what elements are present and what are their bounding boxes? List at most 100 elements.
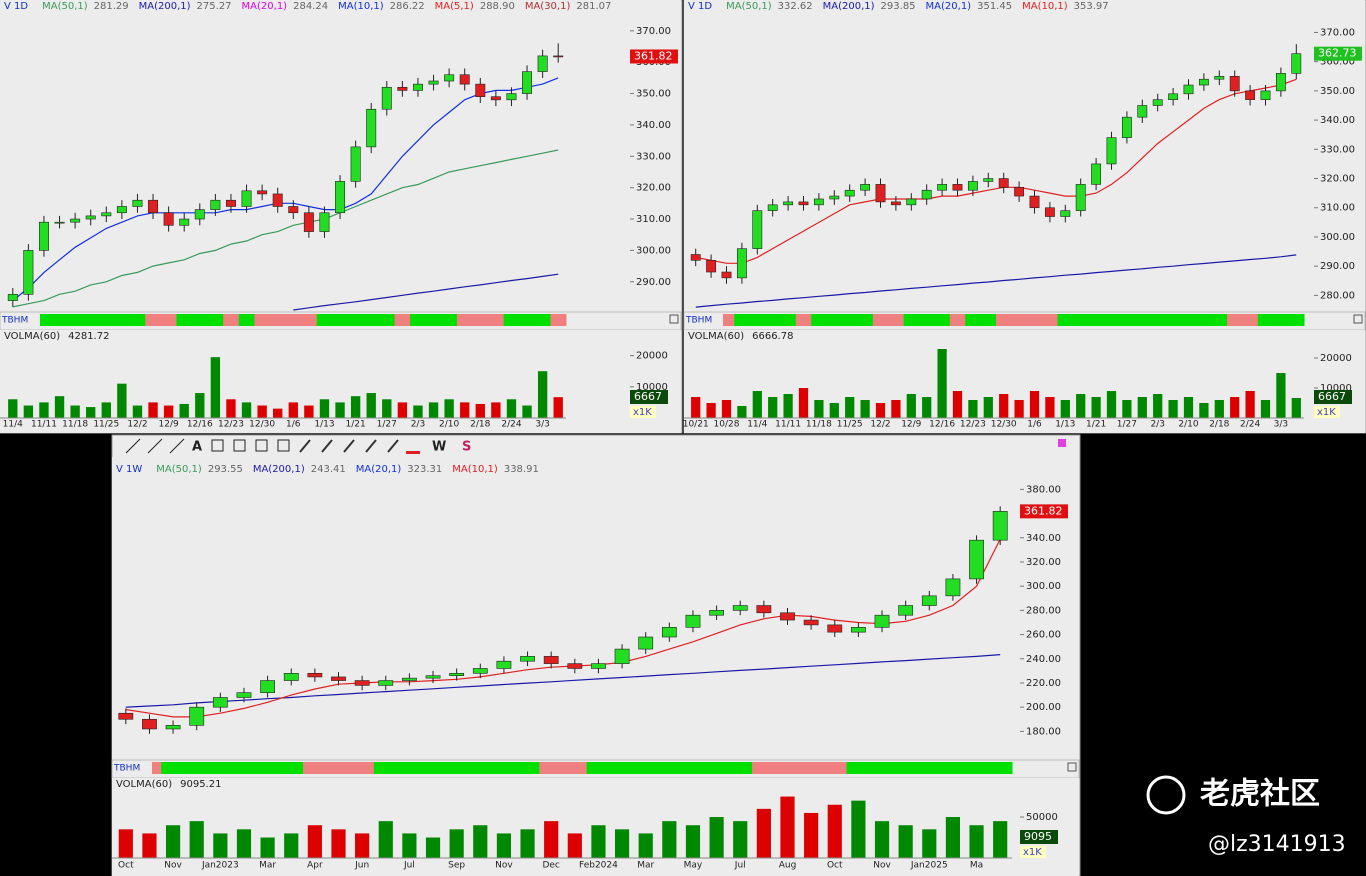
tool-icon[interactable] <box>233 439 246 452</box>
volume-bar <box>402 833 417 858</box>
legend-text: 293.55 <box>208 464 243 475</box>
indicator-cell <box>373 762 399 774</box>
tool-text[interactable]: A <box>192 440 202 455</box>
tool-icon[interactable] <box>299 439 311 453</box>
volume-bar <box>780 796 795 858</box>
tool-icon[interactable] <box>321 439 333 453</box>
indicator-cell <box>681 762 706 774</box>
price-box-label: 361.82 <box>1024 504 1063 517</box>
indicator-cell <box>1257 314 1274 326</box>
candle-body <box>522 71 533 94</box>
volume-bar <box>1060 400 1070 418</box>
tool-text[interactable]: S <box>462 440 471 455</box>
x-tick-label: 12/2 <box>127 420 147 430</box>
candle-body <box>685 614 701 628</box>
volume-bar <box>922 829 937 858</box>
volume-bar <box>1153 394 1163 418</box>
tool-icon[interactable] <box>343 439 355 453</box>
y-tick-label: 290.00 <box>636 277 671 288</box>
candle-body <box>319 212 330 232</box>
candle-body <box>1229 75 1240 92</box>
x-tick-label: 2/24 <box>501 420 521 430</box>
volume-legend-value: 6666.78 <box>752 331 793 342</box>
indicator-cell <box>425 314 442 326</box>
indicator-cell <box>1011 314 1028 326</box>
indicator-cell <box>752 762 777 774</box>
volume-legend: VOLMA(60) <box>116 779 172 790</box>
tool-text[interactable]: W <box>432 440 446 455</box>
candle-body <box>1168 93 1179 100</box>
volume-bar <box>721 400 732 418</box>
candle-body <box>967 181 978 191</box>
tool-icon[interactable] <box>387 439 399 453</box>
indicator-cell <box>917 762 942 774</box>
candle-body <box>54 221 65 224</box>
indicator-cell <box>1119 314 1136 326</box>
tool-icon[interactable] <box>125 438 141 454</box>
volume-bar <box>768 397 778 418</box>
candle-body <box>756 605 772 614</box>
indicator-cell <box>1211 314 1228 326</box>
indicator-cell <box>223 314 240 326</box>
price-box <box>1314 46 1362 61</box>
price-box <box>1020 504 1068 519</box>
toolbar-marker <box>1058 439 1066 447</box>
candle-body <box>591 663 606 669</box>
x-tick-label: Jan2025 <box>910 861 948 871</box>
volume-bar <box>413 405 423 418</box>
tool-icon[interactable] <box>211 439 224 452</box>
candle-body <box>875 184 886 203</box>
legend-text: 284.24 <box>293 1 328 12</box>
indicator-cell <box>822 762 848 774</box>
tool-icon[interactable] <box>169 438 185 454</box>
tool-color[interactable] <box>406 451 420 454</box>
y-tick-label: 320.00 <box>636 183 671 194</box>
indicator-cell <box>1026 314 1043 326</box>
indicator-cell <box>232 762 257 774</box>
x-tick-label: 1/13 <box>314 420 334 430</box>
tool-icon[interactable] <box>365 439 377 453</box>
volume-tick-label: 10000 <box>1320 383 1352 394</box>
volume-bar <box>1276 373 1286 418</box>
candle-body <box>945 578 961 597</box>
volume-bar <box>969 825 984 858</box>
candle-body <box>38 221 49 251</box>
watermark-user: @lz3141913 <box>1208 832 1346 857</box>
tool-icon[interactable] <box>255 439 268 452</box>
volume-unit: x1K <box>1023 847 1042 858</box>
indicator-cell <box>279 762 304 774</box>
candle-body <box>829 195 840 200</box>
volume-bar <box>709 817 724 858</box>
tool-icon[interactable] <box>277 439 290 452</box>
indicator-cell <box>1288 314 1305 326</box>
indicator-cell <box>846 762 871 774</box>
volume-bar <box>851 800 866 858</box>
candle-body <box>1183 84 1194 95</box>
x-tick-label: 11/18 <box>62 420 88 430</box>
indicator-cell <box>192 314 209 326</box>
volume-bar <box>804 812 819 858</box>
candle-body <box>189 706 205 726</box>
tool-icon[interactable] <box>147 438 163 454</box>
volume-bar <box>1106 391 1117 418</box>
indicator-cell <box>347 314 364 326</box>
x-tick-label: 2/10 <box>439 420 459 430</box>
y-tick-label: 300.00 <box>1026 581 1061 592</box>
unit-box <box>1020 846 1046 858</box>
candle-body <box>614 648 630 664</box>
candle-body <box>496 660 512 669</box>
indicator-cell <box>780 314 797 326</box>
x-tick-label: 10/21 <box>683 420 709 430</box>
price-box <box>630 49 678 64</box>
x-tick-label: 11/11 <box>31 420 57 430</box>
volume-bar <box>737 406 747 418</box>
candle-body <box>969 539 984 580</box>
x-tick-label: 1/21 <box>346 420 366 430</box>
indicator-cell <box>775 762 800 774</box>
candle-body <box>998 178 1009 188</box>
volume-bar <box>132 405 143 418</box>
volume-bar <box>875 403 886 418</box>
x-tick-label: Ma <box>970 861 983 871</box>
candle-body <box>543 656 559 664</box>
candle-body <box>7 294 18 301</box>
